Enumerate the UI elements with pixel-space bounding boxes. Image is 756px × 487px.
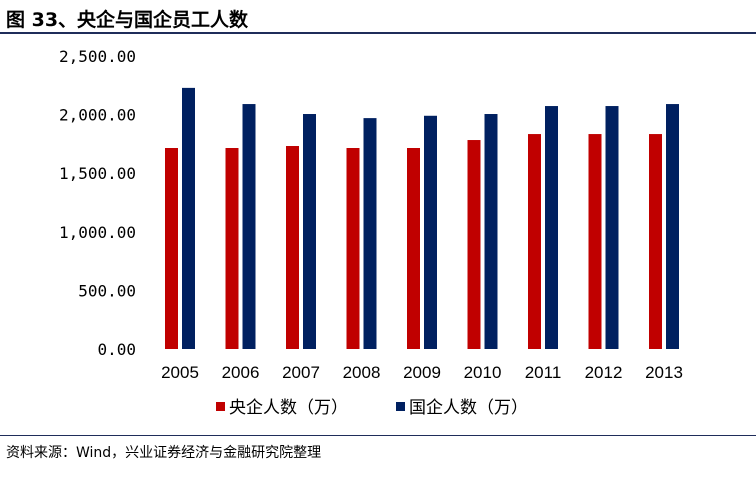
bar-central-soe-2011	[528, 134, 541, 349]
y-tick-label: 1,000.00	[59, 223, 136, 242]
x-tick-label: 2012	[585, 363, 623, 382]
y-tick-label: 0.00	[97, 340, 136, 359]
x-tick-label: 2005	[161, 363, 199, 382]
bar-central-soe-2005	[165, 148, 178, 349]
x-tick-label: 2009	[403, 363, 441, 382]
x-tick-label: 2011	[525, 363, 562, 382]
title-divider	[0, 32, 756, 34]
bar-soe-2012	[605, 106, 619, 349]
bar-central-soe-2008	[346, 148, 360, 349]
x-tick-label: 2007	[282, 363, 320, 382]
footer-divider	[0, 435, 756, 436]
bar-soe-2008	[363, 118, 377, 349]
bar-soe-2011	[545, 106, 558, 349]
x-tick-label: 2010	[464, 363, 502, 382]
x-tick-label: 2006	[222, 363, 260, 382]
bar-soe-2006	[242, 104, 256, 349]
legend-label: 国企人数（万）	[409, 398, 528, 418]
bar-soe-2010	[484, 114, 498, 349]
figure-title: 图 33、央企与国企员工人数	[6, 9, 249, 31]
legend-swatch	[396, 402, 405, 411]
bar-chart: 0.00 500.00 1,000.00 1,500.00 2,000.00 2,500.…	[59, 47, 683, 418]
source-note: 资料来源：Wind，兴业证券经济与金融研究院整理	[6, 445, 322, 461]
bar-soe-2005	[182, 87, 195, 349]
y-tick-label: 500.00	[78, 281, 136, 300]
legend-label: 央企人数（万）	[229, 398, 348, 418]
x-tick-label: 2013	[645, 363, 683, 382]
bar-soe-2009	[424, 115, 437, 349]
y-tick-label: 1,500.00	[59, 164, 136, 183]
bar-central-soe-2013	[649, 134, 662, 349]
bar-central-soe-2012	[588, 134, 602, 349]
bar-soe-2007	[303, 114, 316, 349]
bar-central-soe-2009	[407, 148, 420, 349]
bar-soe-2013	[666, 104, 679, 349]
bar-central-soe-2010	[467, 140, 481, 349]
x-tick-label: 2008	[343, 363, 381, 382]
y-tick-label: 2,000.00	[59, 106, 136, 125]
legend-swatch	[216, 402, 225, 411]
bar-central-soe-2007	[286, 146, 299, 349]
bar-central-soe-2006	[225, 148, 239, 349]
y-tick-label: 2,500.00	[59, 47, 136, 66]
